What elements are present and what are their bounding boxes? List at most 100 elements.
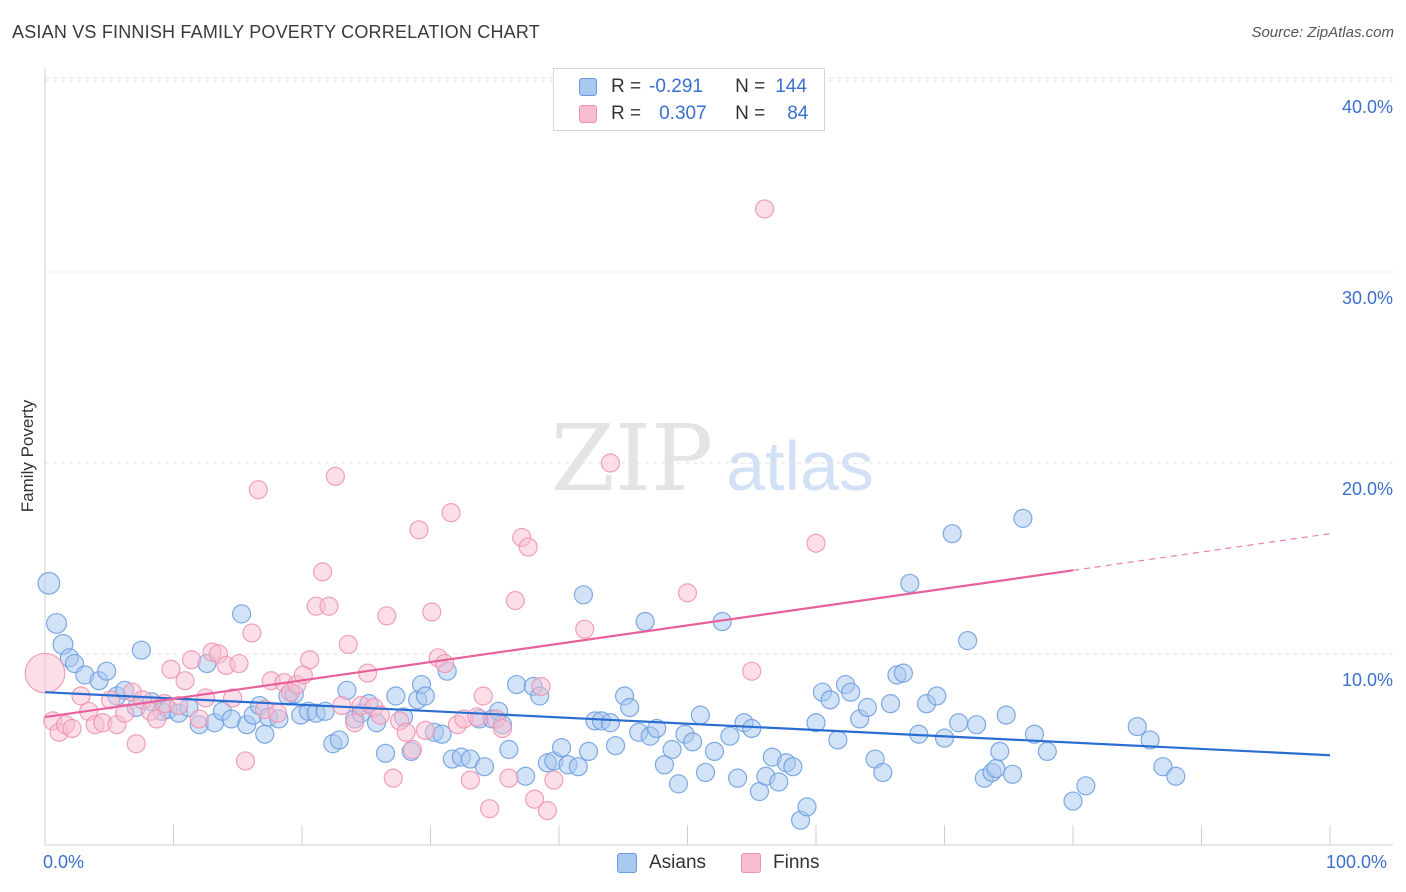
- asians-point: [828, 730, 848, 750]
- watermark: ZIP atlas: [551, 405, 874, 512]
- legend-label-asians: Asians: [649, 852, 707, 873]
- asians-point: [769, 772, 789, 792]
- asians-point: [635, 611, 655, 632]
- watermark-zip: ZIP: [551, 405, 713, 512]
- finns-point: [181, 650, 202, 670]
- finns-point: [71, 686, 91, 706]
- finns-point: [575, 619, 595, 639]
- finns-point: [169, 695, 189, 716]
- asians-point: [474, 757, 495, 777]
- finns-point: [126, 734, 146, 754]
- asians-point: [600, 713, 621, 733]
- y-tick-label: 20.0%: [1342, 479, 1393, 499]
- asians-point: [720, 726, 740, 746]
- legend-item-finns[interactable]: Finns: [741, 852, 819, 874]
- legend-row-finns: R = 0.307 N = 84: [579, 103, 808, 125]
- asians-point: [1013, 508, 1033, 528]
- finns-point: [383, 768, 403, 788]
- asians-point: [1140, 730, 1160, 750]
- legend-swatch-finns: [579, 105, 597, 123]
- finns-point: [300, 650, 320, 670]
- legend-r-value: -0.291: [649, 76, 703, 97]
- finns-point: [806, 533, 826, 553]
- x-tick-label-min: 0.0%: [43, 852, 85, 872]
- finns-point: [460, 770, 480, 790]
- finns-point: [537, 801, 558, 821]
- watermark-atlas: atlas: [726, 427, 874, 505]
- finns-point: [544, 770, 564, 790]
- legend-row-asians: R = -0.291 N = 144: [579, 76, 807, 98]
- trend-line-asians: [44, 691, 1331, 757]
- asians-point: [1127, 716, 1147, 737]
- legend-r-label: R =: [611, 76, 642, 97]
- finns-point: [377, 606, 397, 626]
- asians-point: [415, 686, 435, 706]
- asians-point: [742, 718, 762, 739]
- finns-point: [415, 720, 435, 741]
- series-asians: [37, 508, 1186, 830]
- asians-point: [873, 762, 893, 783]
- asians-point: [783, 757, 803, 777]
- series-legend: Asians Finns: [0, 852, 1406, 876]
- finns-point: [147, 709, 167, 729]
- finns-point: [319, 596, 339, 616]
- asians-point: [662, 739, 682, 760]
- asians-point: [578, 741, 599, 762]
- finns-point: [370, 705, 390, 725]
- asians-point: [934, 728, 955, 748]
- legend-item-asians[interactable]: Asians: [617, 852, 706, 874]
- finns-point: [189, 709, 209, 729]
- legend-n-value: 84: [787, 103, 809, 124]
- finns-point: [499, 768, 519, 788]
- asians-point: [990, 741, 1010, 762]
- finns-point: [325, 466, 346, 486]
- x-tick-label-max: 100.0%: [1326, 852, 1388, 872]
- asians-point: [695, 762, 716, 783]
- finns-point: [518, 537, 538, 557]
- legend-swatch-finns: [741, 853, 761, 873]
- asians-point: [46, 612, 68, 634]
- series-finns: [24, 199, 826, 821]
- finns-point: [409, 520, 429, 540]
- asians-point: [647, 718, 667, 739]
- asians-point: [797, 797, 817, 817]
- trend-line-finns-extension: [1072, 533, 1331, 571]
- finns-point: [312, 562, 333, 582]
- asians-point: [683, 732, 703, 752]
- finns-point: [229, 653, 249, 674]
- finns-point: [524, 789, 545, 809]
- asians-point: [986, 758, 1006, 779]
- finns-point: [742, 661, 762, 681]
- asians-point: [499, 739, 519, 760]
- legend-label-finns: Finns: [773, 852, 820, 873]
- asians-point: [893, 663, 913, 683]
- asians-point: [958, 631, 978, 651]
- asians-point: [568, 757, 588, 777]
- asians-point: [942, 524, 962, 544]
- finns-point: [677, 583, 698, 603]
- y-tick-label: 40.0%: [1342, 97, 1393, 117]
- asians-point: [1076, 776, 1096, 796]
- asians-point: [841, 682, 861, 702]
- legend-n-label: N =: [735, 103, 766, 124]
- trend-line-finns: [44, 569, 1074, 719]
- asians-point: [432, 724, 452, 744]
- asians-point: [573, 585, 594, 605]
- finns-point: [600, 453, 621, 473]
- asians-point: [967, 715, 987, 735]
- y-tick-label: 30.0%: [1342, 288, 1393, 308]
- asians-point: [386, 686, 406, 706]
- legend-r-value: 0.307: [659, 103, 707, 124]
- finns-point: [161, 659, 181, 679]
- legend-n-label: N =: [735, 76, 766, 97]
- asians-point: [728, 768, 748, 788]
- asians-point: [996, 705, 1016, 725]
- finns-point: [531, 676, 551, 697]
- asians-point: [232, 604, 252, 624]
- finns-point: [196, 688, 216, 708]
- finns-point: [473, 686, 493, 706]
- finns-point: [248, 480, 268, 500]
- asians-point: [131, 640, 151, 660]
- finns-point: [402, 739, 423, 760]
